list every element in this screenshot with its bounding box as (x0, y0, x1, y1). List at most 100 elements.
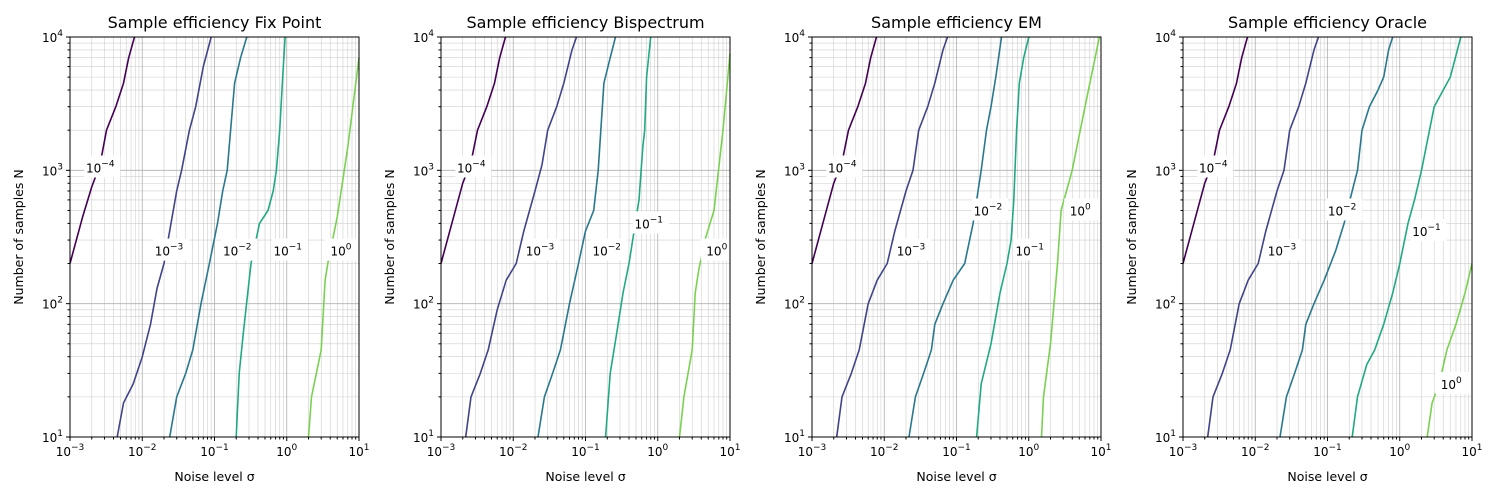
y-tick-label: 102 (784, 296, 805, 312)
contour-label-base: 10 (1412, 225, 1427, 239)
x-tick-label: 100 (276, 443, 297, 459)
y-tick-label-base: 10 (42, 164, 57, 178)
contour-label-background (153, 238, 190, 261)
contour-label-base: 10 (273, 245, 288, 259)
y-tick-label-base: 10 (413, 431, 428, 445)
x-tick-label: 10−3 (798, 443, 827, 459)
grid (811, 36, 1102, 438)
contour-line-10e-1 (975, 36, 1030, 438)
contour-label-exponent: −3 (912, 243, 925, 253)
contour-label-background (1064, 198, 1101, 221)
x-tick-label-base: 10 (427, 445, 442, 459)
y-tick-label: 104 (42, 29, 63, 45)
x-tick-label: 101 (719, 443, 740, 459)
contour-lines (1182, 36, 1473, 438)
contour-label-base: 10 (1441, 378, 1456, 392)
contour-label-base: 10 (86, 162, 101, 176)
x-tick-label: 101 (1461, 443, 1482, 459)
contour-line-10e0 (678, 53, 731, 438)
contour-label: 10−1 (273, 243, 302, 259)
y-tick-label-base: 10 (784, 31, 799, 45)
contour-line-10e-1 (1351, 36, 1462, 438)
contour-line-10e-4 (69, 36, 136, 264)
y-tick-label-exponent: 2 (799, 296, 805, 306)
y-tick-label-exponent: 2 (1170, 296, 1176, 306)
x-tick-label-exponent: −3 (1184, 443, 1197, 453)
x-tick-label-base: 10 (571, 445, 586, 459)
contour-label-base: 10 (155, 245, 170, 259)
contour-label-exponent: −4 (101, 160, 115, 170)
contour-label: 10−1 (1015, 243, 1044, 259)
y-tick-label-exponent: 1 (799, 429, 805, 439)
y-tick-label-base: 10 (1155, 431, 1170, 445)
x-tick-label-base: 10 (128, 445, 143, 459)
x-tick-label-exponent: −2 (143, 443, 156, 453)
contour-line-10e-4 (440, 36, 507, 264)
contour-label-background (84, 155, 121, 178)
x-tick-label-base: 10 (200, 445, 215, 459)
contour-label-background (324, 238, 361, 261)
x-tick-label: 101 (1090, 443, 1111, 459)
y-tick-label: 101 (784, 429, 805, 445)
y-tick-label-base: 10 (1155, 31, 1170, 45)
contour-line-10e-4 (1182, 36, 1249, 264)
y-tick-label-exponent: 1 (1170, 429, 1176, 439)
x-tick-label-exponent: −2 (1256, 443, 1269, 453)
contour-label-base: 10 (974, 204, 989, 218)
x-tick-label: 10−1 (1313, 443, 1342, 459)
contour-line-10e-2 (908, 36, 1003, 438)
y-tick-label-base: 10 (413, 164, 428, 178)
x-tick-label-base: 10 (1018, 445, 1033, 459)
x-tick-label: 10−3 (56, 443, 85, 459)
chart-title: Sample efficiency EM (871, 13, 1042, 32)
contour-label: 100 (330, 243, 351, 259)
y-tick-label: 102 (413, 296, 434, 312)
y-tick-label-base: 10 (413, 298, 428, 312)
contour-label-background (590, 238, 627, 261)
contour-label-base: 10 (634, 217, 649, 231)
contour-label-exponent: −1 (1031, 243, 1044, 253)
contour-label-base: 10 (330, 245, 345, 259)
contour-label-exponent: −1 (289, 243, 302, 253)
x-tick-label-base: 10 (647, 445, 662, 459)
contour-line-10e-4 (811, 36, 878, 264)
x-tick-label: 10−1 (200, 443, 229, 459)
contour-label: 10−4 (828, 160, 857, 176)
y-axis-label: Number of samples N (1124, 169, 1139, 305)
y-tick-label-base: 10 (413, 31, 428, 45)
y-tick-label-base: 10 (784, 164, 799, 178)
x-axis-label: Noise level σ (545, 469, 625, 484)
x-tick-label-exponent: −1 (958, 443, 971, 453)
y-axis-label: Number of samples N (11, 169, 26, 305)
x-tick-label-exponent: −3 (813, 443, 826, 453)
contour-label-exponent: −2 (608, 243, 621, 253)
contour-line-10e-1 (604, 36, 652, 438)
contour-label-base: 10 (1328, 204, 1343, 218)
contour-label-background (1435, 371, 1472, 394)
contour-label: 100 (706, 243, 727, 259)
y-tick-label: 104 (1155, 29, 1176, 45)
x-tick-label: 10−2 (870, 443, 899, 459)
x-tick-label-exponent: −3 (442, 443, 455, 453)
contour-label-background (455, 155, 492, 178)
x-tick-label: 10−2 (499, 443, 528, 459)
y-tick-label: 101 (413, 429, 434, 445)
x-tick-label: 10−2 (128, 443, 157, 459)
x-tick-label-exponent: 0 (292, 443, 298, 453)
contour-line-10e-2 (168, 36, 248, 438)
y-tick-label-exponent: 3 (799, 162, 805, 172)
contour-label: 10−1 (634, 215, 663, 231)
contour-label-background (524, 238, 561, 261)
contour-label-base: 10 (1268, 245, 1283, 259)
contour-lines (811, 36, 1101, 438)
x-tick-label-base: 10 (798, 445, 813, 459)
contour-label-background (1013, 238, 1050, 261)
contour-label-exponent: 0 (722, 243, 728, 253)
contour-label-background (271, 238, 308, 261)
